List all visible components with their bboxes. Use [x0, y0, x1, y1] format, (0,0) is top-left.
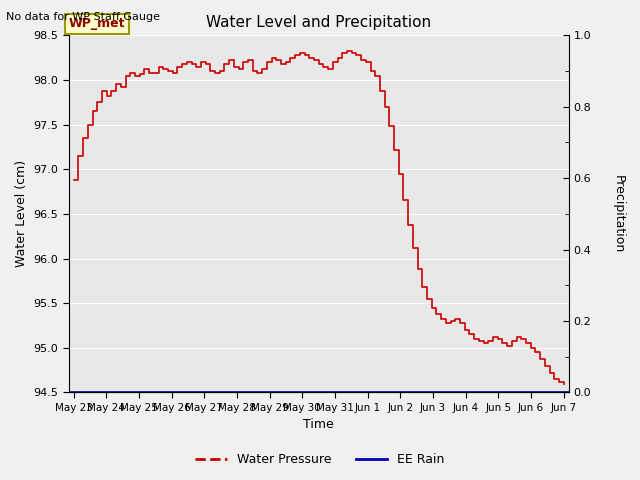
Y-axis label: Precipitation: Precipitation — [612, 175, 625, 253]
Y-axis label: Water Level (cm): Water Level (cm) — [15, 160, 28, 267]
Text: WP_met: WP_met — [69, 17, 125, 30]
Title: Water Level and Precipitation: Water Level and Precipitation — [206, 15, 431, 30]
Legend: Water Pressure, EE Rain: Water Pressure, EE Rain — [190, 448, 450, 471]
Text: No data for WP Staff Gauge: No data for WP Staff Gauge — [6, 12, 161, 22]
X-axis label: Time: Time — [303, 419, 334, 432]
